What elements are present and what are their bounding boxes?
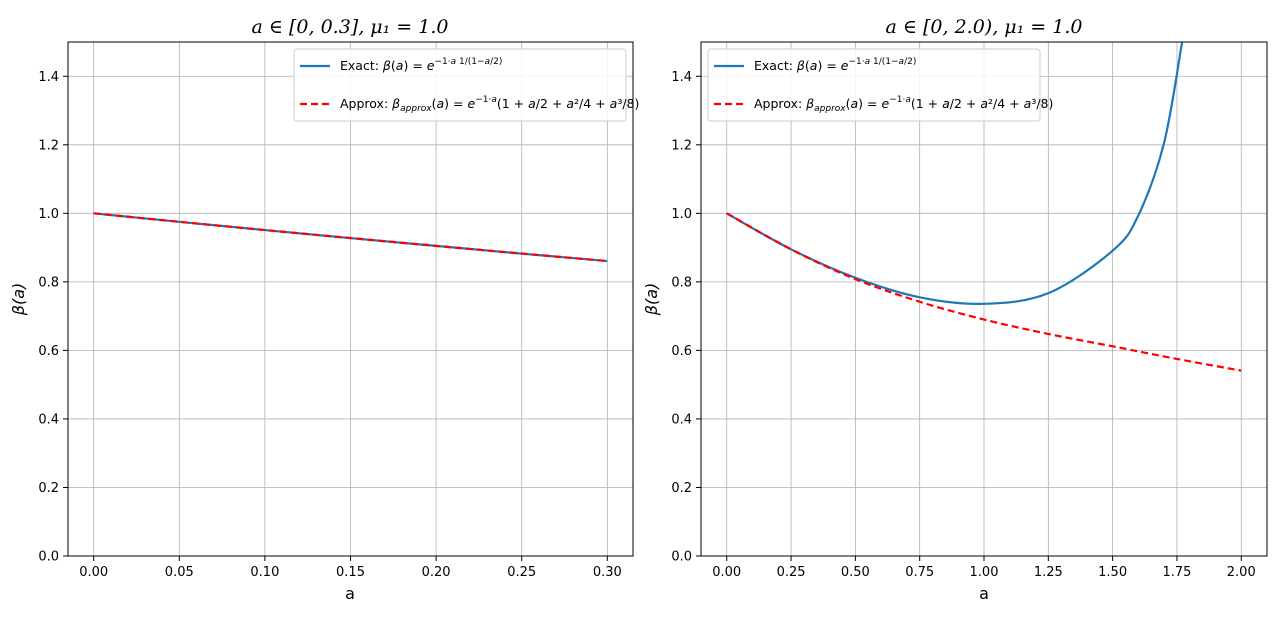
right-y-tick-label: 0.6 (671, 344, 692, 359)
left-y-tick-label: 0.6 (38, 344, 59, 359)
right-chart-panel: 0.00 0.25 0.50 0.75 1.00 1.25 1.50 1.75 2.00 0.0 0… (642, 16, 1268, 603)
left-x-tick-label: 0.30 (593, 565, 622, 580)
right-legend-box (707, 48, 1041, 122)
right-x-tick-label: 1.50 (1098, 565, 1127, 580)
right-x-tick-label: 0.75 (905, 565, 934, 580)
left-y-axis-label: β(a) (9, 283, 28, 317)
left-x-tick-label: 0.10 (250, 565, 279, 580)
left-y-tick-label: 0.8 (38, 275, 59, 290)
right-chart-title: a ∈ [0, 2.0), μ₁ = 1.0 (886, 16, 1083, 38)
right-y-tick-label: 1.0 (671, 207, 692, 222)
left-chart-panel: 0.00 0.05 0.10 0.15 0.20 0.25 0.30 0.0 0.2 0.4 0.6… (9, 16, 639, 603)
right-y-tick-label: 0.8 (671, 275, 692, 290)
right-y-tick-label: 1.2 (671, 138, 692, 153)
right-y-axis-label: β(a) (642, 283, 661, 317)
left-y-tick-label: 0.4 (38, 412, 59, 427)
right-legend: Exact: β(a) = e−1·a 1/(1−a/2) Approx: βa… (707, 48, 1053, 122)
right-ticks: 0.00 0.25 0.50 0.75 1.00 1.25 1.50 1.75 2.00 0.0 0… (671, 70, 1255, 580)
right-y-tick-label: 0.2 (671, 481, 692, 496)
left-x-tick-label: 0.15 (336, 565, 365, 580)
left-ticks: 0.00 0.05 0.10 0.15 0.20 0.25 0.30 0.0 0.2 0.4 0.6… (38, 70, 621, 580)
left-approx-series-line (93, 212, 608, 263)
right-approx-series-line (726, 212, 1242, 372)
right-x-tick-label: 1.75 (1162, 565, 1191, 580)
left-x-tick-label: 0.05 (165, 565, 194, 580)
right-x-tick-label: 0.50 (841, 565, 870, 580)
right-series-layer (726, 42, 1242, 372)
left-grid (68, 42, 633, 557)
left-y-tick-label: 1.2 (38, 138, 59, 153)
right-x-tick-label: 0.25 (777, 565, 806, 580)
left-y-tick-label: 0.2 (38, 481, 59, 496)
right-x-tick-label: 2.00 (1227, 565, 1256, 580)
right-y-tick-label: 0.0 (671, 550, 692, 565)
left-y-tick-label: 1.4 (38, 70, 59, 85)
right-y-tick-label: 0.4 (671, 412, 692, 427)
right-x-tick-label: 1.25 (1034, 565, 1063, 580)
left-x-tick-label: 0.00 (79, 565, 108, 580)
left-legend-box (293, 48, 627, 122)
left-x-axis-label: a (345, 584, 355, 603)
right-y-tick-label: 1.4 (671, 70, 692, 85)
left-y-tick-label: 1.0 (38, 207, 59, 222)
right-x-tick-label: 0.00 (712, 565, 741, 580)
left-x-tick-label: 0.25 (507, 565, 536, 580)
left-series-layer (93, 212, 608, 263)
right-x-axis-label: a (979, 584, 989, 603)
left-legend: Exact: β(a) = e−1·a 1/(1−a/2) Approx: βa… (293, 48, 639, 122)
left-y-tick-label: 0.0 (38, 550, 59, 565)
left-x-tick-label: 0.20 (422, 565, 451, 580)
left-chart-title: a ∈ [0, 0.3], μ₁ = 1.0 (252, 16, 449, 38)
right-x-tick-label: 1.00 (970, 565, 999, 580)
